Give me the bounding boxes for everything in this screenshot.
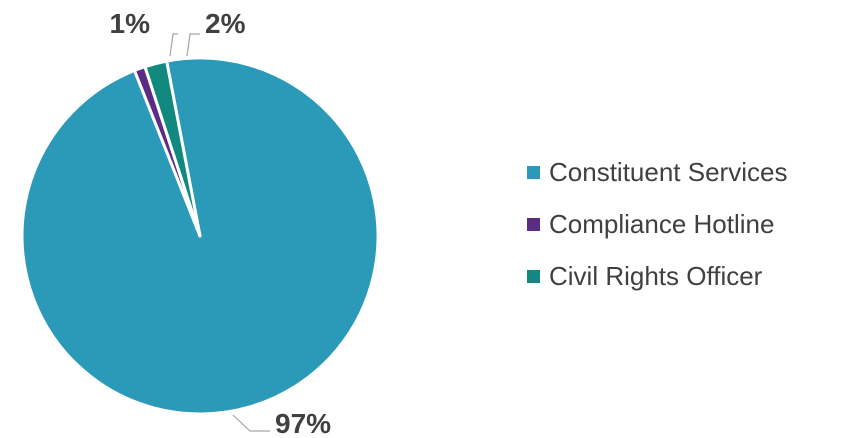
legend-item-constituent-services: Constituent Services <box>527 146 787 198</box>
pie-slice-civil-rights-officer <box>143 59 202 238</box>
leader-line-compliance-hotline <box>169 33 178 57</box>
leader-line-constituent-services <box>232 414 270 432</box>
legend-swatch-constituent-services <box>527 165 540 179</box>
legend-swatch-compliance-hotline <box>527 217 540 231</box>
legend-item-civil-rights-officer: Civil Rights Officer <box>527 250 787 302</box>
data-labels: 97% 1% 2% <box>110 8 332 438</box>
data-label-constituent-services: 97% <box>275 408 331 438</box>
data-label-civil-rights-officer: 2% <box>205 8 246 39</box>
pie-slices <box>20 56 380 416</box>
legend-label: Compliance Hotline <box>549 208 775 239</box>
legend-label: Constituent Services <box>549 156 788 187</box>
leader-lines <box>169 33 270 432</box>
legend-item-compliance-hotline: Compliance Hotline <box>527 198 787 250</box>
legend-swatch-civil-rights-officer <box>527 269 540 283</box>
legend: Constituent Services Compliance Hotline … <box>527 146 787 302</box>
legend-label: Civil Rights Officer <box>549 260 763 291</box>
data-label-compliance-hotline: 1% <box>110 8 151 39</box>
pie-slice-constituent-services <box>20 56 380 416</box>
leader-line-civil-rights-officer <box>186 33 200 57</box>
